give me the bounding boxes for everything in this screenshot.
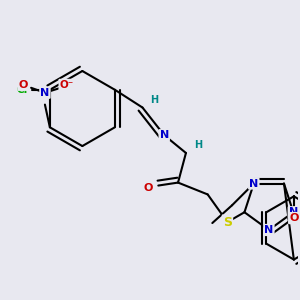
- Text: O⁻: O⁻: [59, 80, 74, 90]
- Text: H: H: [150, 94, 158, 105]
- Text: S: S: [223, 216, 232, 229]
- Text: O: O: [19, 80, 28, 90]
- Text: N: N: [264, 225, 274, 235]
- Text: O: O: [289, 213, 298, 223]
- Text: N: N: [160, 130, 169, 140]
- Text: N: N: [289, 207, 298, 217]
- Text: Cl: Cl: [16, 85, 28, 95]
- Text: O: O: [144, 182, 153, 193]
- Text: N: N: [249, 178, 258, 188]
- Text: H: H: [194, 140, 202, 150]
- Text: N: N: [40, 88, 50, 98]
